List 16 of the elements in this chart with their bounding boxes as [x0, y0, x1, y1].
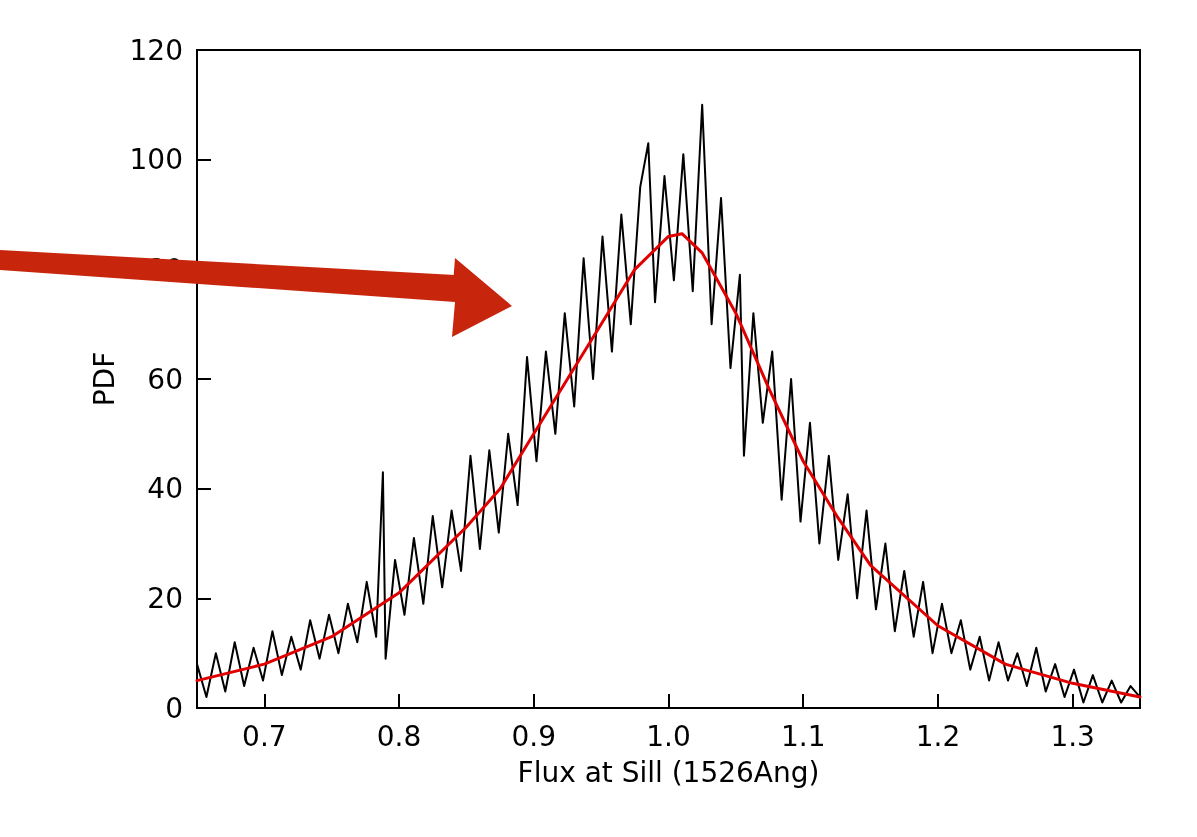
y-axis-title: PDF	[88, 351, 122, 407]
y-tick-label: 40	[147, 472, 183, 506]
x-tick-label: 0.9	[511, 719, 557, 753]
line-series	[195, 232, 1142, 699]
x-tick-label: 1.1	[780, 719, 826, 753]
x-tick-label: 0.7	[242, 719, 287, 753]
y-tick-label: 120	[129, 33, 183, 67]
y-tick-label: 100	[129, 143, 183, 177]
x-tick-label: 1.3	[1050, 719, 1095, 753]
y-tick-label: 20	[147, 581, 183, 615]
x-tick-label: 0.8	[376, 719, 422, 753]
x-tick-label: 1.0	[646, 719, 691, 753]
x-axis-title: Flux at Sill (1526Ang)	[517, 755, 820, 789]
y-tick-label: 60	[147, 362, 183, 396]
y-tick-label: 0	[165, 691, 183, 725]
x-tick-label: 1.2	[915, 719, 961, 753]
